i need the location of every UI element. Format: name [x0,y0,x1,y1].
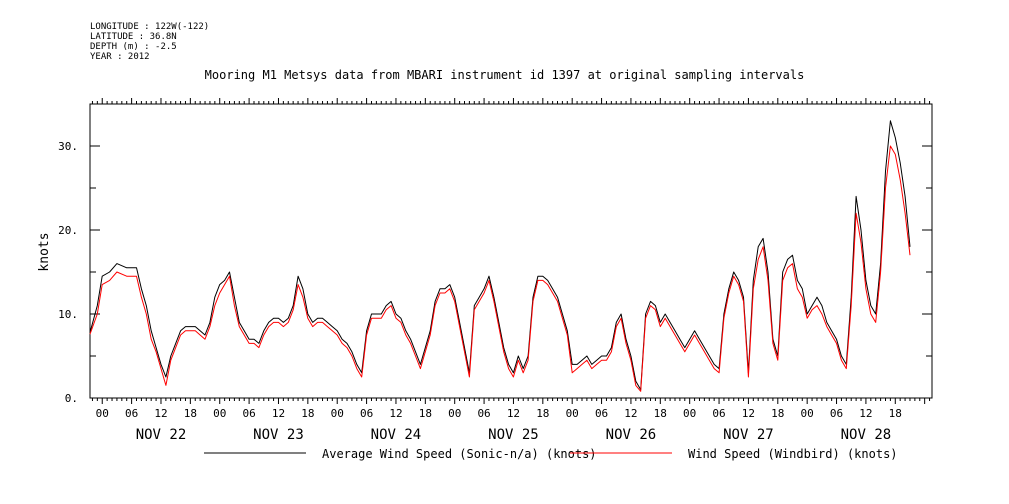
x-tick-label: 12 [389,407,402,420]
x-tick-label: 12 [742,407,755,420]
x-tick-label: 06 [830,407,843,420]
x-tick-label: 06 [360,407,373,420]
y-tick-label: 10. [58,308,78,321]
series-layer [89,120,911,392]
x-tick-label: 12 [272,407,285,420]
series-average-wind-speed [89,120,911,391]
chart-title: Mooring M1 Metsys data from MBARI instru… [204,68,805,82]
x-tick-label: 18 [184,407,197,420]
legend: Average Wind Speed (Sonic-n/a) (knots) W… [204,447,898,461]
y-tick-label: 30. [58,140,78,153]
x-tick-label: 06 [242,407,255,420]
x-tick-label: 06 [125,407,138,420]
x-tick-label: 00 [96,407,109,420]
x-tick-label: 06 [712,407,725,420]
x-tick-label: 00 [448,407,461,420]
x-tick-label: 18 [301,407,314,420]
series-windbird-wind-speed [89,145,911,392]
day-label: NOV 26 [606,427,657,443]
day-label: NOV 25 [488,427,539,443]
x-tick-label: 06 [477,407,490,420]
longitude-label: LONGITUDE : 122W(-122) [90,22,210,32]
y-axis-label: knots [37,232,52,271]
x-tick-label: 06 [595,407,608,420]
x-tick-label: 00 [331,407,344,420]
y-tick-label: 0. [65,392,78,405]
plot-frame [89,103,933,399]
x-tick-label: 00 [683,407,696,420]
legend-label-average: Average Wind Speed (Sonic-n/a) (knots) [322,447,597,461]
day-label: NOV 23 [253,427,304,443]
x-tick-label: 18 [419,407,432,420]
x-tick-label: 12 [859,407,872,420]
x-tick-label: 18 [654,407,667,420]
axis-ticks [90,98,932,404]
day-label: NOV 28 [841,427,892,443]
axis-labels: 00 06 12 18 00 06 12 18 00 06 12 18 00 06 12 18 00 06 12 18… [58,140,902,443]
latitude-label: LATITUDE : 36.8N [90,32,177,42]
legend-label-windbird: Wind Speed (Windbird) (knots) [688,447,898,461]
x-tick-label: 00 [566,407,579,420]
x-tick-label: 12 [507,407,520,420]
day-label: NOV 24 [371,427,422,443]
x-tick-label: 00 [213,407,226,420]
year-label: YEAR : 2012 [90,52,150,62]
x-tick-label: 12 [154,407,167,420]
day-label: NOV 22 [136,427,187,443]
x-tick-label: 12 [624,407,637,420]
x-tick-label: 18 [536,407,549,420]
y-tick-label: 20. [58,224,78,237]
depth-label: DEPTH (m) : -2.5 [90,42,177,52]
x-tick-label: 18 [889,407,902,420]
x-tick-label: 18 [771,407,784,420]
day-label: NOV 27 [723,427,774,443]
x-tick-label: 00 [801,407,814,420]
